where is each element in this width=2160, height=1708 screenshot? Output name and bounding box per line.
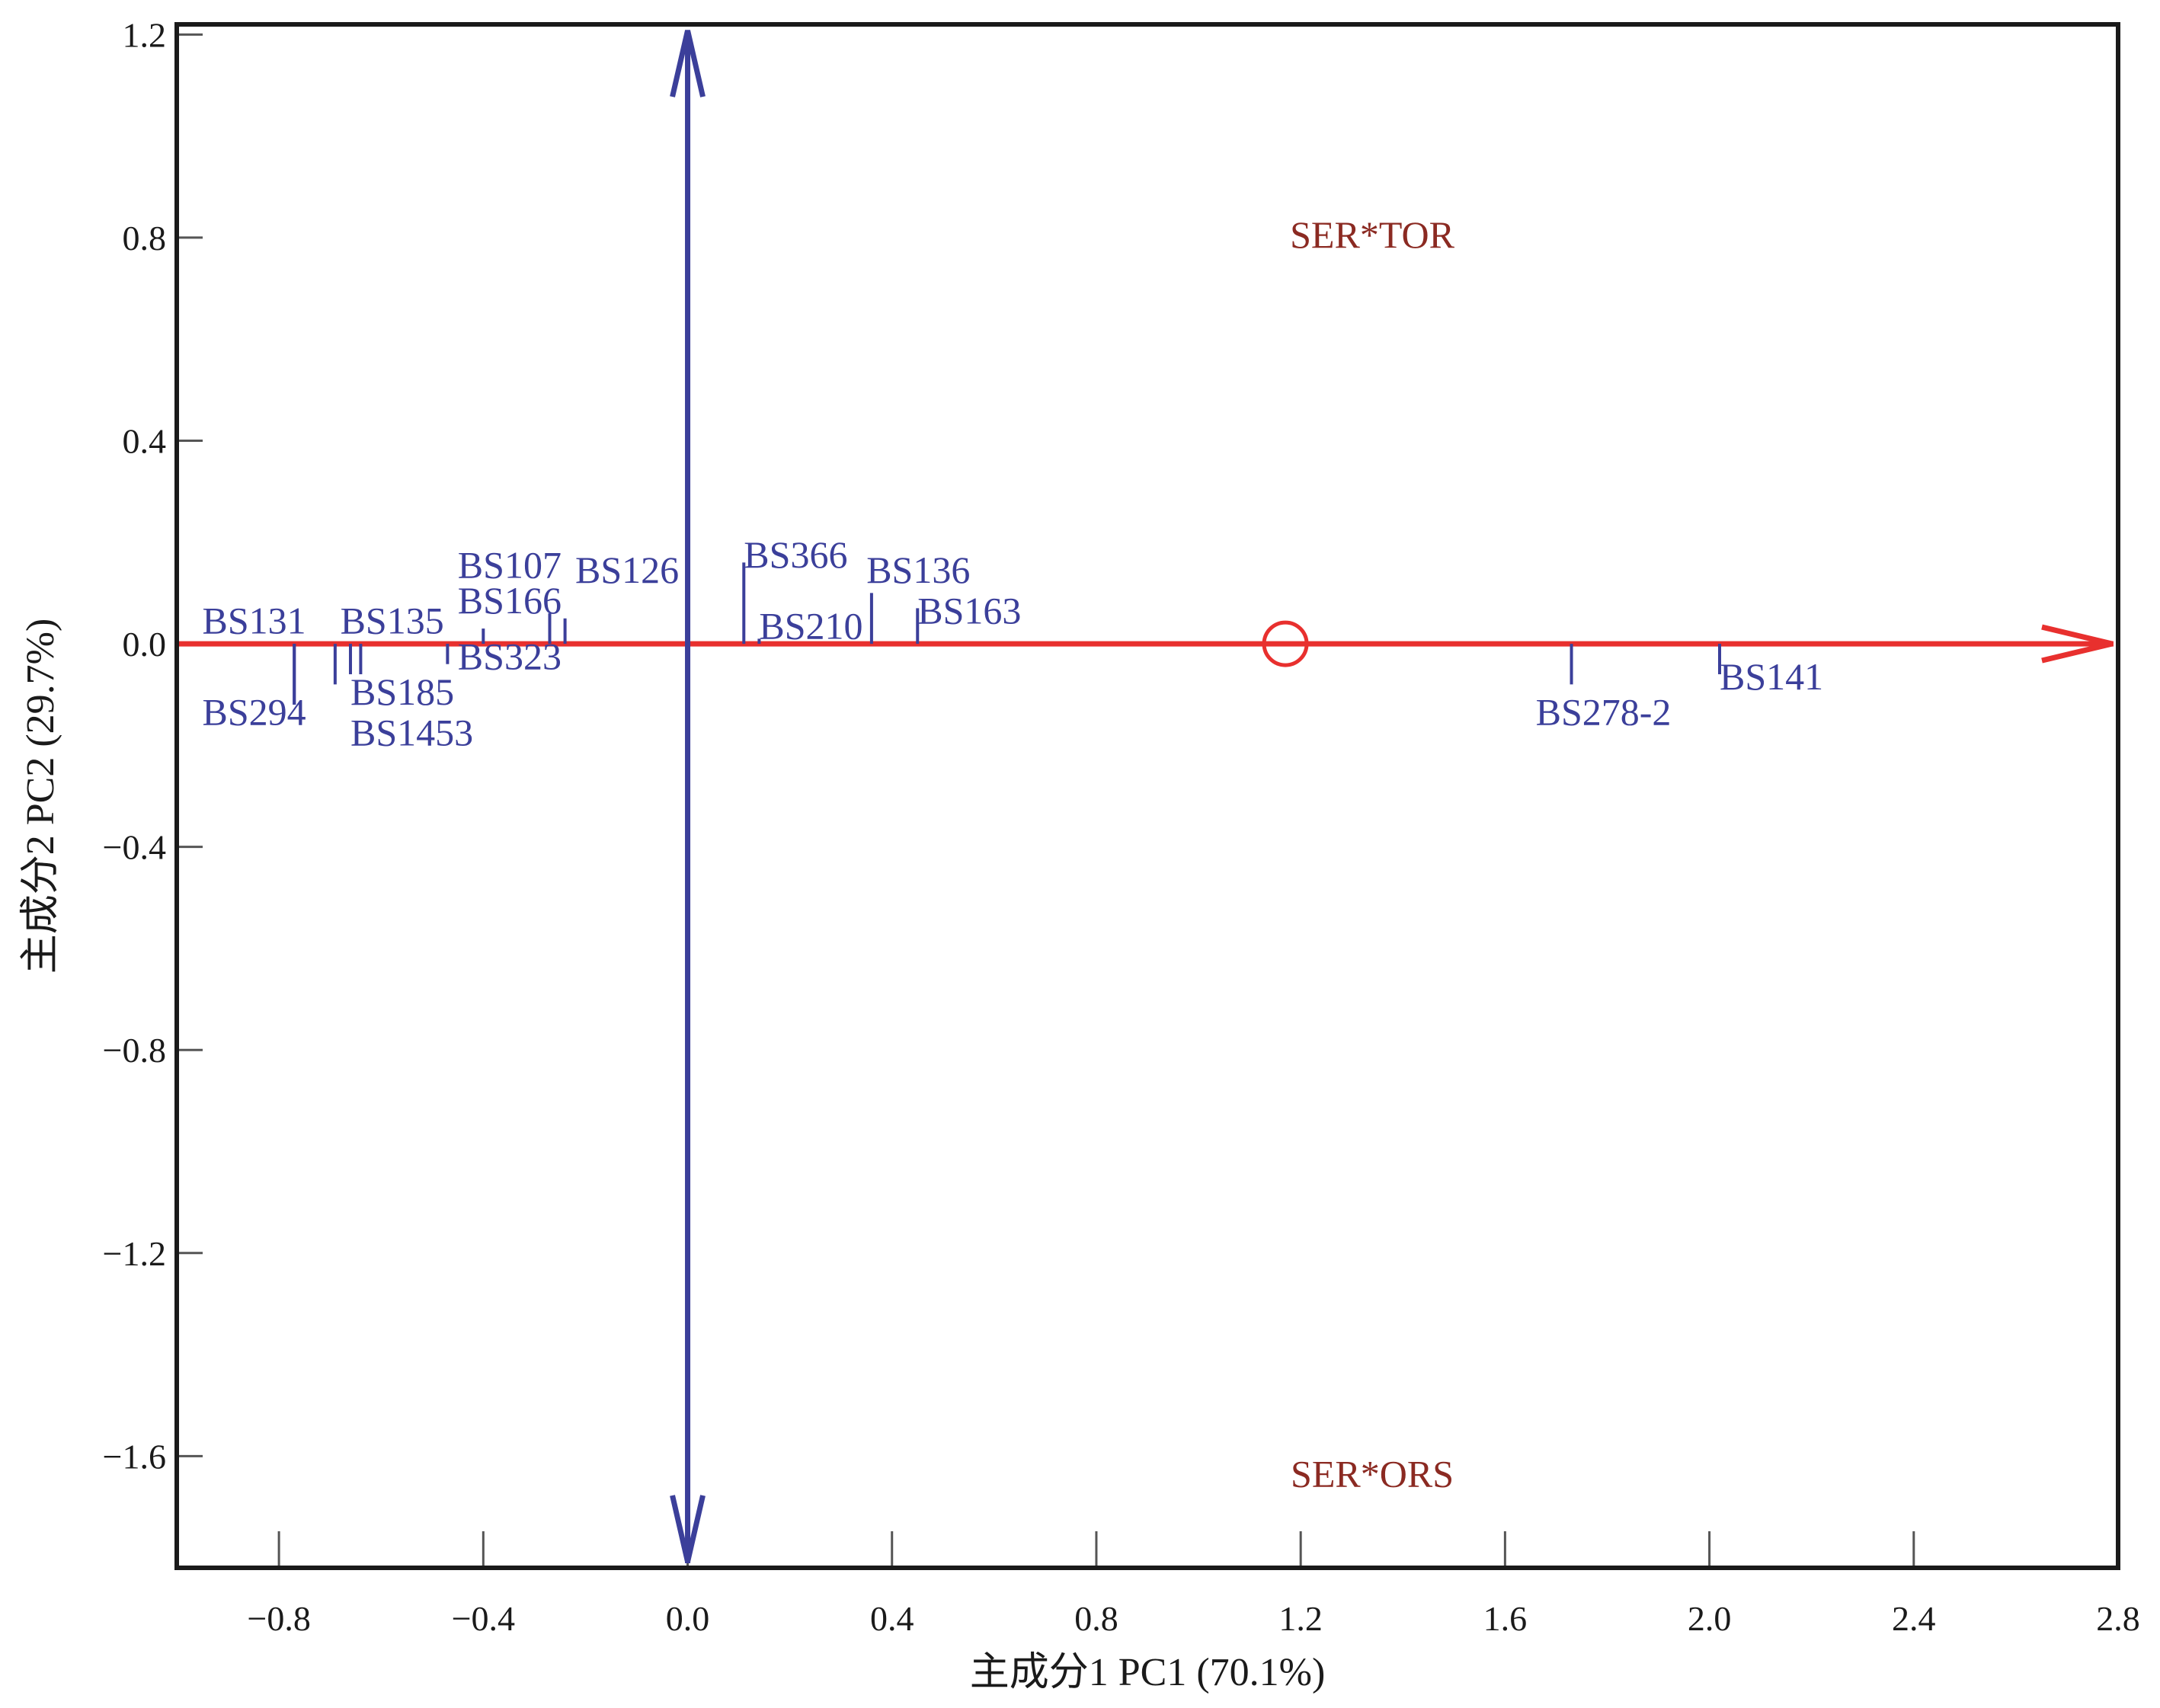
- biplot-axes: [177, 30, 2114, 1563]
- genotype-label: BS294: [203, 691, 306, 734]
- plot-frame: [174, 22, 2120, 1570]
- y-axis-ticks: 1.2 0.8 0.4 0.0 −0.4 −0.8 −1.2 −1.6: [103, 15, 203, 1476]
- genotype-points: BS131BS294BS135BS185BS1453BS323BS107BS16…: [203, 533, 1824, 753]
- x-tick-label: 1.6: [1483, 1599, 1528, 1638]
- genotype-label: BS131: [203, 600, 306, 642]
- genotype-label: BS135: [341, 600, 444, 642]
- environment-label: SER*TOR: [1290, 213, 1454, 256]
- y-axis-label: 主成分2 PC2 (29.7%): [19, 619, 62, 974]
- y-tick-label: −1.6: [103, 1437, 166, 1476]
- y-tick-label: −1.2: [103, 1234, 166, 1273]
- pc2-arrowhead-top: [670, 30, 706, 98]
- genotype-label: BS166: [458, 579, 562, 622]
- x-tick-label: 2.4: [1892, 1599, 1936, 1638]
- x-tick-label: −0.4: [452, 1599, 515, 1638]
- y-tick-label: 0.0: [123, 625, 167, 664]
- genotype-label: BS185: [350, 670, 454, 713]
- genotype-label: BS210: [759, 604, 862, 647]
- environment-labels: SER*TOR SER*ORS: [1290, 213, 1454, 1495]
- x-axis-label: 主成分1 PC1 (70.1%): [970, 1651, 1326, 1694]
- pc2-arrowhead-bottom: [670, 1495, 706, 1562]
- y-tick-label: 0.4: [123, 421, 167, 460]
- x-axis-ticks: −0.8 −0.4 0.0 0.4 0.8 1.2 1.6 2.0 2.4 2.8: [247, 1531, 2140, 1638]
- y-tick-label: −0.4: [103, 828, 166, 867]
- x-tick-label: 2.8: [2096, 1599, 2140, 1638]
- genotype-label: BS141: [1720, 655, 1823, 698]
- x-tick-label: 0.0: [666, 1599, 710, 1638]
- x-tick-label: 0.4: [870, 1599, 914, 1638]
- genotype-label: BS278-2: [1536, 691, 1672, 734]
- genotype-label: BS107: [458, 543, 562, 586]
- average-environment-circle: [1262, 620, 1309, 667]
- x-tick-label: −0.8: [247, 1599, 310, 1638]
- x-tick-label: 1.2: [1278, 1599, 1323, 1638]
- genotype-label: BS163: [917, 589, 1021, 632]
- genotype-label: BS1453: [350, 711, 473, 753]
- y-tick-label: 1.2: [123, 15, 167, 54]
- environment-label: SER*ORS: [1291, 1452, 1454, 1495]
- genotype-label: BS136: [866, 549, 970, 591]
- genotype-label: BS126: [575, 549, 679, 591]
- y-tick-label: −0.8: [103, 1031, 166, 1070]
- genotype-label: BS366: [744, 533, 847, 576]
- x-tick-label: 2.0: [1688, 1599, 1732, 1638]
- genotype-label: BS323: [458, 635, 562, 677]
- pc1-arrowhead: [2041, 624, 2113, 664]
- y-tick-label: 0.8: [123, 219, 167, 257]
- x-tick-label: 0.8: [1074, 1599, 1118, 1638]
